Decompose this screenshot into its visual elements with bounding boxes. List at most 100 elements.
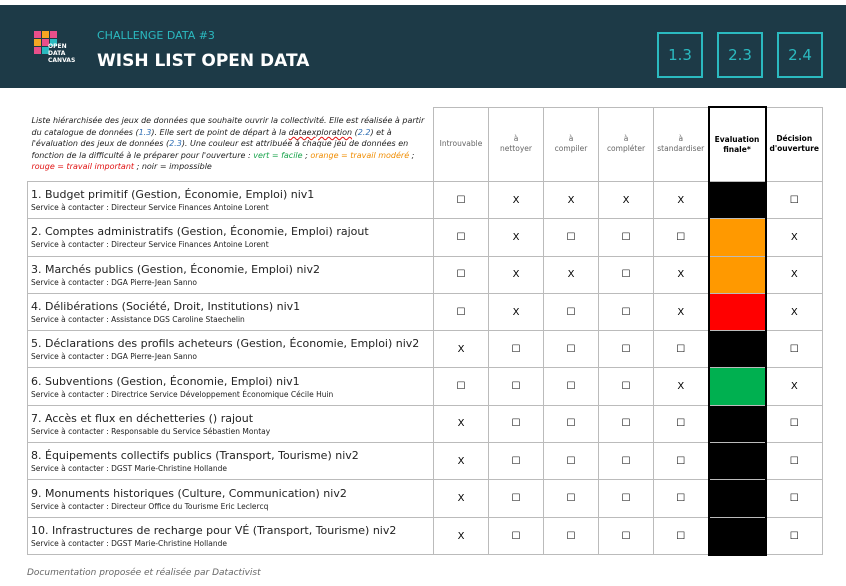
status-mark: ☐ [543, 442, 599, 481]
badge: 1.3 [657, 32, 703, 78]
intro-segment: orange = travail modéré [310, 150, 410, 160]
decision-mark: ☐ [765, 442, 823, 481]
row-title: 10. Infrastructures de recharge pour VÉ … [31, 524, 397, 538]
status-mark: ☐ [598, 218, 654, 257]
column-header-line: à [678, 134, 684, 144]
column-header-line: à [623, 134, 629, 144]
status-mark: ☐ [653, 218, 709, 257]
evaluation-color [707, 367, 767, 406]
status-mark: ☐ [433, 367, 489, 406]
status-mark: X [433, 479, 489, 518]
column-header-line: finale* [723, 144, 751, 154]
status-mark: X [433, 516, 489, 556]
column-header-line: nettoyer [500, 144, 532, 154]
data-row: 4. Délibérations (Société, Droit, Instit… [27, 292, 823, 332]
data-row: 7. Accès et flux en déchetteries () rajo… [27, 404, 823, 444]
status-mark: ☐ [598, 516, 654, 556]
wish-list-table: Liste hiérarchisée des jeux de données q… [27, 106, 823, 556]
row-contact: Service à contacter : Assistance DGS Car… [31, 315, 245, 325]
status-mark: ☐ [488, 442, 544, 481]
column-header: à compléter [598, 106, 654, 182]
status-mark: X [653, 292, 709, 332]
row-title: 9. Monuments historiques (Culture, Commu… [31, 486, 347, 500]
status-mark: ☐ [653, 442, 709, 481]
status-mark: ☐ [488, 516, 544, 556]
column-header: à standardiser [653, 106, 709, 182]
column-header-line: standardiser [657, 144, 705, 154]
column-header-line: Introuvable [439, 139, 483, 149]
title: WISH LIST OPEN DATA [97, 51, 310, 71]
status-mark: X [653, 367, 709, 406]
decision-mark: X [765, 367, 823, 406]
column-header-line: compiler [554, 144, 588, 154]
logo-text: OPEN DATA CANVAS [48, 43, 75, 64]
row-description: 8. Équipements collectifs publics (Trans… [27, 442, 434, 481]
evaluation-color [707, 255, 767, 294]
intro-segment: ). Elle sert de point de départ à la [151, 127, 289, 137]
row-contact: Service à contacter : Directrice Service… [31, 389, 334, 399]
row-description: 6. Subventions (Gestion, Économie, Emplo… [27, 367, 434, 406]
status-mark: ☐ [598, 330, 654, 369]
evaluation-color [707, 180, 767, 220]
status-mark: ☐ [653, 330, 709, 369]
status-mark: ☐ [653, 479, 709, 518]
column-header-line: à [513, 134, 519, 144]
badge: 2.3 [717, 32, 763, 78]
row-contact: Service à contacter : DGA Pierre-Jean Sa… [31, 352, 197, 362]
status-mark: ☐ [543, 479, 599, 518]
status-mark: ☐ [488, 367, 544, 406]
column-header-line: Décision [776, 134, 813, 144]
decision-mark: ☐ [765, 180, 823, 220]
intro-segment: ( [352, 127, 358, 137]
evaluation-color [707, 516, 767, 556]
status-mark: X [488, 292, 544, 332]
row-contact: Service à contacter : DGST Marie-Christi… [31, 464, 227, 474]
row-title: 7. Accès et flux en déchetteries () rajo… [31, 411, 254, 425]
row-title: 3. Marchés publics (Gestion, Économie, E… [31, 262, 320, 276]
evaluation-color [707, 479, 767, 518]
data-row: 8. Équipements collectifs publics (Trans… [27, 442, 823, 481]
status-mark: X [488, 180, 544, 220]
evaluation-color [707, 218, 767, 257]
intro-segment: ). Une couleur est attribuée à chaque je… [31, 139, 409, 160]
evaluation-color [707, 292, 767, 332]
intro-segment: rouge = travail important [31, 162, 135, 172]
decision-mark: X [765, 218, 823, 257]
row-description: 4. Délibérations (Société, Droit, Instit… [27, 292, 434, 332]
row-title: 1. Budget primitif (Gestion, Économie, E… [31, 188, 315, 202]
status-mark: ☐ [598, 404, 654, 444]
status-mark: X [433, 442, 489, 481]
column-header: à compiler [543, 106, 599, 182]
row-contact: Service à contacter : Directeur Service … [31, 203, 269, 213]
logo-icon [34, 31, 57, 54]
intro-segment: ; [302, 150, 311, 160]
row-description: 9. Monuments historiques (Culture, Commu… [27, 479, 434, 518]
status-mark: ☐ [598, 442, 654, 481]
status-mark: ☐ [488, 479, 544, 518]
data-row: 10. Infrastructures de recharge pour VÉ … [27, 516, 823, 556]
row-contact: Service à contacter : Directeur Service … [31, 240, 269, 250]
row-contact: Service à contacter : DGA Pierre-Jean Sa… [31, 277, 197, 287]
status-mark: X [653, 255, 709, 294]
intro-segment: ; noir = impossible [134, 162, 212, 172]
status-mark: ☐ [433, 180, 489, 220]
status-mark: ☐ [433, 218, 489, 257]
decision-mark: ☐ [765, 516, 823, 556]
row-title: 2. Comptes administratifs (Gestion, Écon… [31, 225, 369, 239]
intro-segment: ) et à l'évaluation des jeux de données … [31, 127, 392, 149]
footer: Documentation proposée et réalisée par D… [27, 568, 261, 578]
intro-segment: 1.3 [138, 127, 152, 137]
decision-mark: ☐ [765, 330, 823, 369]
status-mark: ☐ [543, 404, 599, 444]
row-title: 8. Équipements collectifs publics (Trans… [31, 449, 359, 463]
status-mark: ☐ [653, 516, 709, 556]
status-mark: X [653, 180, 709, 220]
badge: 2.4 [777, 32, 823, 78]
data-row: 2. Comptes administratifs (Gestion, Écon… [27, 218, 823, 257]
status-mark: X [488, 255, 544, 294]
decision-mark: X [765, 292, 823, 332]
data-row: 6. Subventions (Gestion, Économie, Emplo… [27, 367, 823, 406]
evaluation-color [707, 404, 767, 444]
data-row: 5. Déclarations des profils acheteurs (G… [27, 330, 823, 369]
